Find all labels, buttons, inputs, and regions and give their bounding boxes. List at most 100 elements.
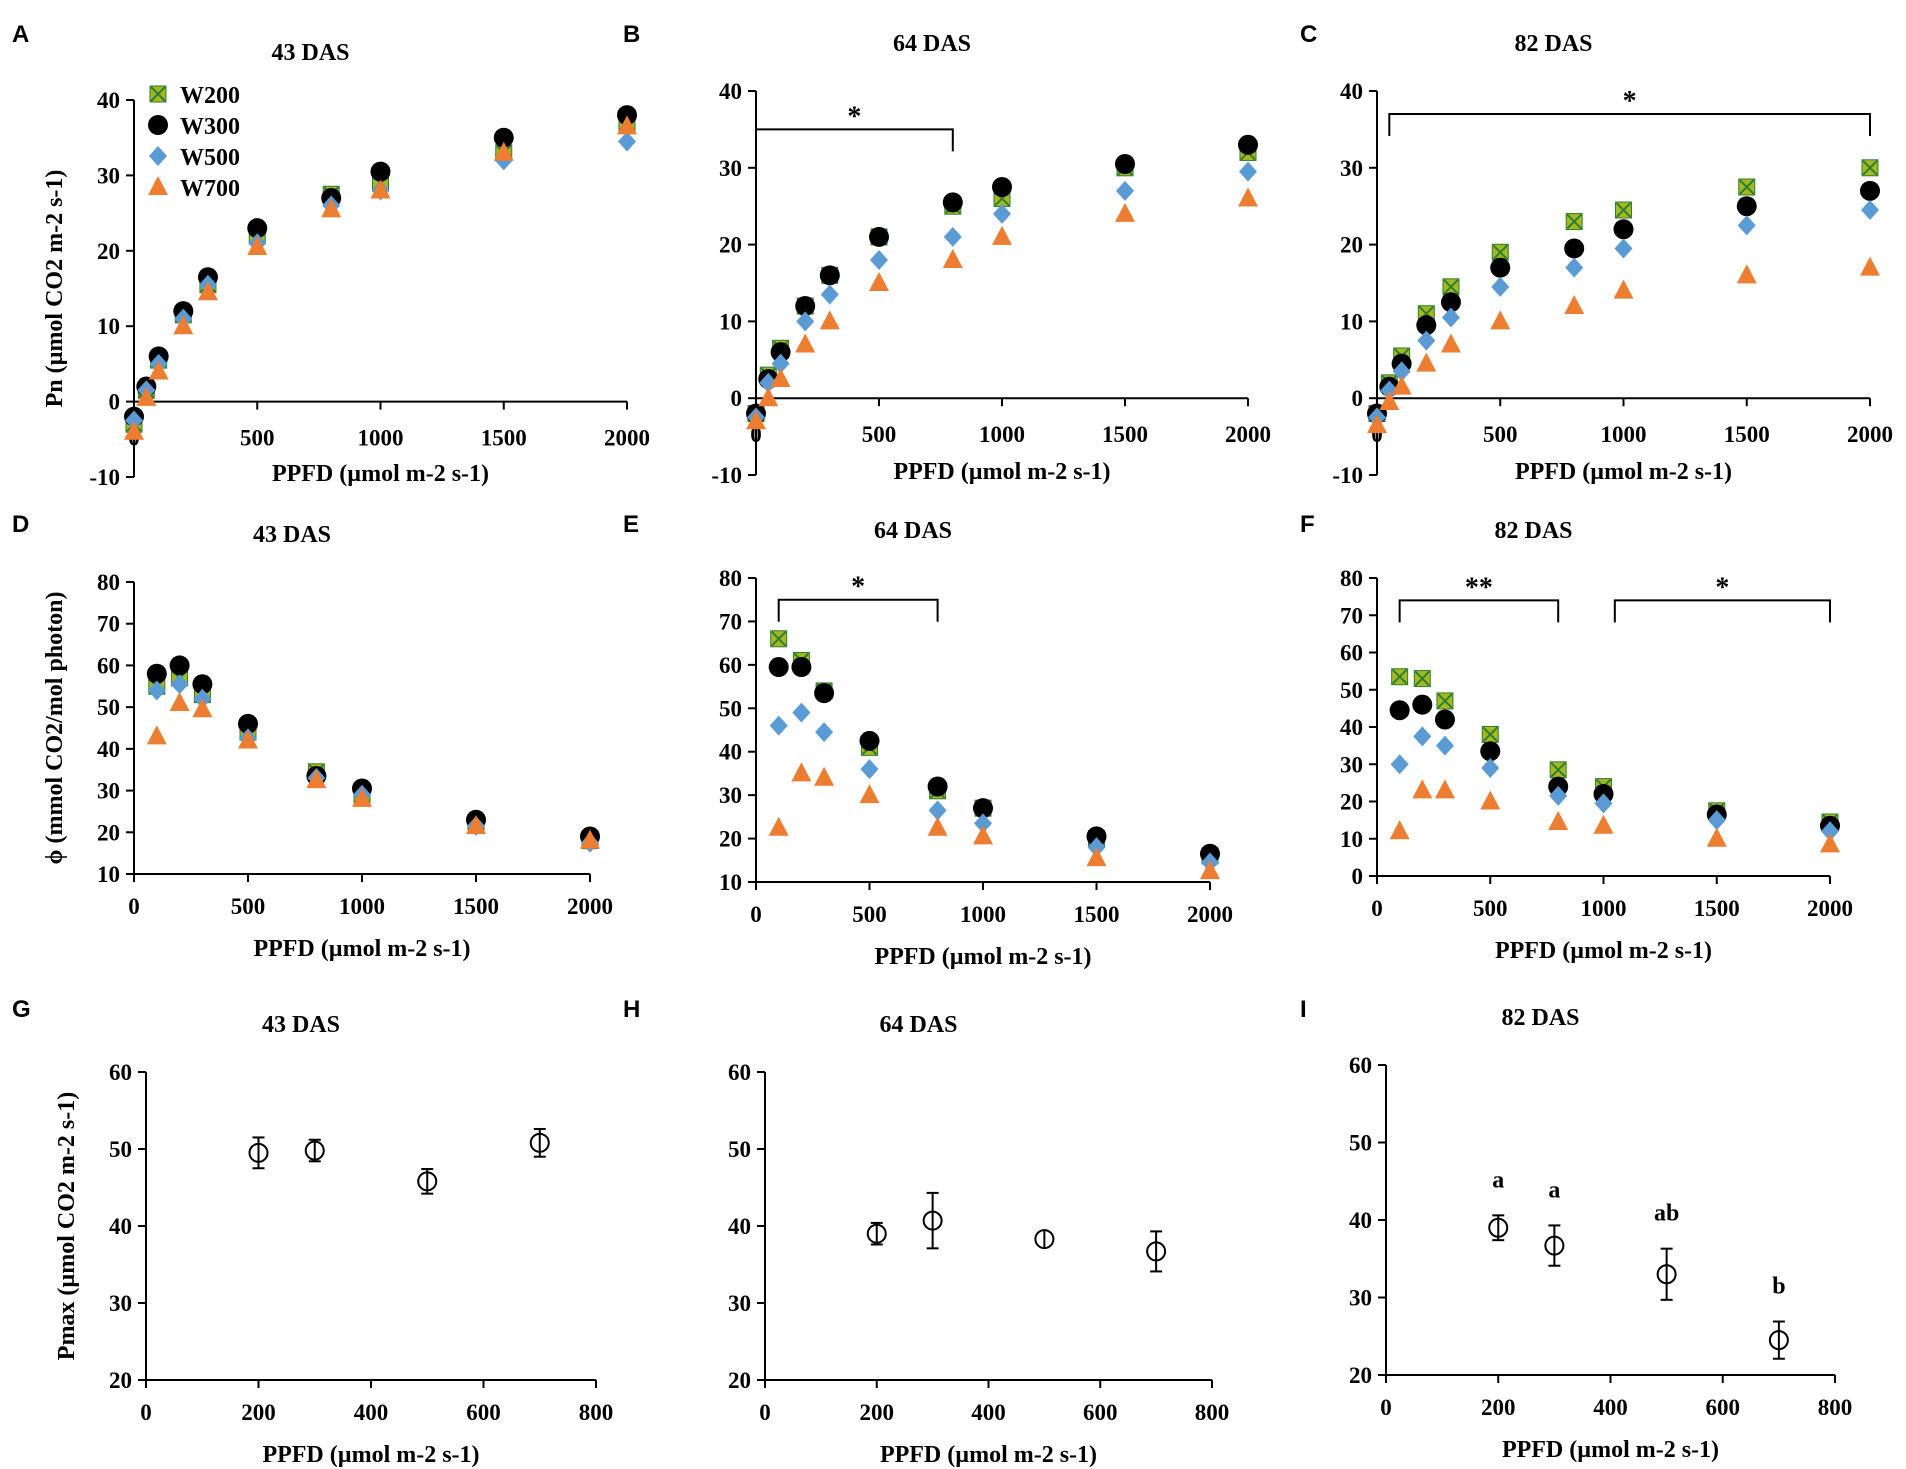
w700-marker: [992, 225, 1012, 245]
x-tick-label: 400: [1593, 1395, 1628, 1420]
panel-letter: E: [623, 511, 639, 538]
x-tick-label: 1500: [481, 426, 527, 451]
y-tick-label: 50: [728, 1137, 751, 1162]
w700-marker: [352, 787, 372, 807]
w200-marker-x: [1391, 669, 1408, 685]
w700-marker: [1416, 352, 1437, 372]
w700-marker: [169, 691, 190, 711]
x-axis-label: PPFD (µmol m-2 s-1): [874, 944, 1091, 970]
x-tick-label: 200: [1481, 1395, 1516, 1420]
significance-letter: ab: [1654, 1201, 1679, 1227]
y-tick-label: 50: [97, 695, 120, 720]
w300-marker: [869, 226, 889, 247]
panel-title: 43 DAS: [253, 522, 331, 548]
w500-marker: [125, 410, 143, 431]
w300-marker: [1434, 709, 1455, 730]
y-tick-label: -10: [89, 465, 120, 490]
x-tick-label: 0: [759, 1400, 771, 1425]
w700-marker: [746, 410, 766, 430]
y-tick-label: 60: [97, 653, 120, 678]
y-tick-label: 60: [1340, 641, 1363, 666]
panel-a: A43 DAS-100102030400500100015002000PPFD …: [12, 21, 650, 490]
w500-marker: [1737, 215, 1756, 236]
w500-marker: [1390, 754, 1409, 775]
w300-marker: [795, 296, 816, 317]
legend-w700-marker: [148, 176, 168, 195]
legend-w500-marker: [149, 146, 167, 166]
x-tick-label: 0: [1380, 1395, 1392, 1420]
x-tick-label: 1500: [1724, 422, 1770, 447]
y-tick-label: 10: [1340, 309, 1363, 334]
y-tick-label: 50: [719, 696, 742, 721]
w500-marker: [1549, 785, 1568, 806]
panel-letter: B: [623, 21, 640, 48]
w500-marker: [618, 131, 636, 152]
w700-marker: [791, 762, 812, 782]
w700-marker: [124, 420, 144, 440]
y-tick-label: 60: [728, 1060, 751, 1085]
w700-marker: [617, 115, 637, 135]
x-tick-label: 800: [579, 1400, 614, 1425]
y-tick-label: 50: [109, 1137, 132, 1162]
x-axis-label: PPFD (µmol m-2 s-1): [262, 1442, 479, 1468]
y-tick-label: 70: [719, 609, 742, 634]
w700-marker: [173, 315, 194, 335]
w700-marker: [146, 725, 167, 745]
w700-marker: [1379, 391, 1400, 411]
x-tick-label: 1500: [1694, 896, 1740, 921]
x-tick-label: 600: [1083, 1400, 1118, 1425]
w300-marker: [1613, 219, 1634, 240]
w500-marker: [147, 680, 166, 701]
w300-marker: [1480, 741, 1501, 762]
w500-marker: [1861, 200, 1879, 221]
y-tick-label: 0: [1352, 864, 1364, 889]
w300-marker: [1416, 315, 1437, 336]
y-tick-label: -10: [711, 463, 742, 488]
w300-marker: [1238, 134, 1258, 155]
w700-marker: [869, 272, 889, 291]
x-axis-label: PPFD (µmol m-2 s-1): [880, 1442, 1097, 1468]
panel-e: E 64 DAS 10 20 30 40 50 60 70 80 0 500 1000 1500 2000 P…: [623, 511, 1233, 970]
panel-letter: H: [623, 996, 640, 1023]
significance-mark: *: [847, 101, 861, 132]
panel-title: 82 DAS: [1501, 1005, 1579, 1031]
w700-marker: [758, 387, 779, 407]
panel-b: B 64 DAS -10 0 10 20 30 40 0 500 1000 1500 2000 PPFD …: [623, 21, 1271, 488]
w700-marker: [321, 198, 342, 218]
w700-marker: [136, 386, 157, 406]
x-tick-label: 600: [1706, 1395, 1741, 1420]
x-tick-label: 1500: [453, 894, 499, 919]
significance-letter: b: [1772, 1274, 1785, 1300]
w300-marker: [617, 105, 637, 126]
panel-c: C 82 DAS -10 0 10 20 30 40 0 500 1000 1500 2000 PPFD …: [1300, 21, 1893, 488]
y-tick-label: 80: [1340, 566, 1363, 591]
x-tick-label: 1000: [960, 902, 1006, 927]
w700-marker: [1412, 779, 1433, 799]
w500-marker: [170, 674, 189, 695]
x-tick-label: 500: [240, 426, 275, 451]
w200-marker-x: [1862, 160, 1878, 176]
x-axis-label: PPFD (µmol m-2 s-1): [893, 459, 1110, 485]
w700-marker: [1613, 279, 1634, 299]
w500-marker: [1707, 810, 1726, 831]
y-tick-label: 30: [719, 156, 742, 181]
x-tick-label: 500: [852, 902, 887, 927]
w500-marker: [1481, 757, 1500, 778]
w300-marker: [1115, 153, 1135, 174]
w500-marker: [1413, 726, 1432, 747]
w700-marker: [1389, 820, 1410, 840]
x-tick-label: 1000: [339, 894, 385, 919]
y-tick-label: 0: [1352, 386, 1364, 411]
y-tick-label: 60: [1349, 1053, 1372, 1078]
w300-marker: [238, 713, 258, 734]
y-tick-label: 80: [97, 570, 120, 595]
panel-letter: A: [12, 21, 29, 48]
legend-label: W500: [180, 145, 240, 171]
w500-marker: [820, 284, 839, 305]
panel-d: D 43 DAS 10 20 30 40 50 60 70 80 0 500 1000 1500 2000 P…: [12, 511, 613, 962]
w300-marker: [768, 657, 789, 678]
panel-letter: C: [1300, 21, 1317, 48]
w200-marker-x: [1443, 279, 1459, 295]
